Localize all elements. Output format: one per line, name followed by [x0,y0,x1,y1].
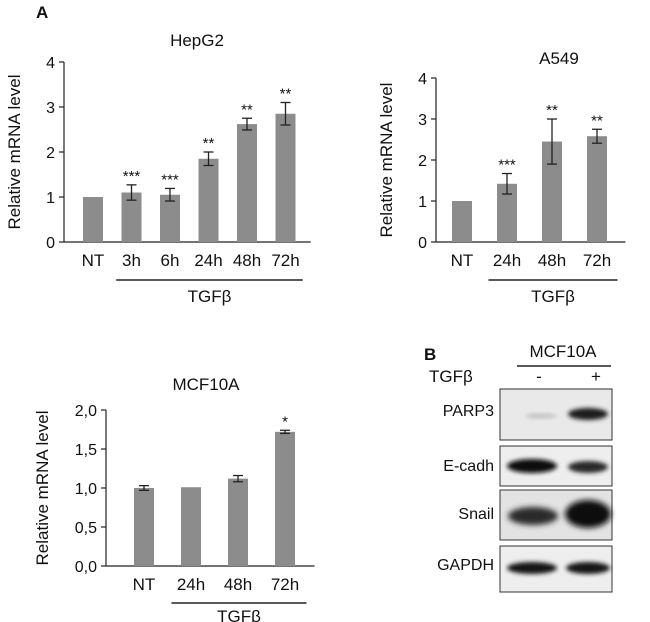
y-axis-label-mcf10a: Relative mRNA level [33,411,52,566]
band-snail-plus [565,500,611,528]
category-label-hepg2: 24h [194,251,222,270]
bar-mcf10a [134,488,154,566]
chart-title-hepg2: HepG2 [170,31,224,50]
significance-hepg2: ** [280,86,292,103]
category-label-hepg2: 3h [122,251,141,270]
significance-hepg2: *** [161,171,179,188]
y-tick-label-mcf10a: 2,0 [75,403,97,420]
bar-hepg2 [83,197,103,242]
blot-row-parp3 [499,388,613,441]
y-tick-label-hepg2: 3 [46,100,55,117]
bar-hepg2 [160,194,180,242]
category-label-a549: 24h [493,251,521,270]
blot-row-ecadh [499,445,613,487]
bar-hepg2 [275,113,296,242]
category-label-mcf10a: 72h [271,575,299,594]
bar-a549 [497,183,517,242]
group-label-a549: TGFβ [531,287,575,306]
y-tick-label-hepg2: 1 [46,190,55,207]
bar-hepg2 [237,124,257,242]
blot-lane-plus: + [591,367,601,386]
blot-cell-line: MCF10A [529,342,597,361]
category-label-hepg2: NT [82,251,105,270]
y-tick-label-mcf10a: 1,5 [75,442,97,459]
significance-hepg2: *** [123,168,141,185]
significance-a549: ** [591,112,603,129]
bar-a549 [452,201,472,242]
category-label-a549: 48h [538,251,566,270]
band-gapdh-plus [566,562,610,574]
significance-a549: *** [498,157,516,174]
blot-treatment-label: TGFβ [429,367,473,386]
category-label-hepg2: 72h [271,251,299,270]
y-tick-label-a549: 3 [418,112,427,129]
category-label-mcf10a: 48h [224,575,252,594]
y-tick-label-mcf10a: 0,5 [75,520,97,537]
y-tick-label-a549: 2 [418,153,427,170]
group-label-mcf10a: TGFβ [217,607,261,622]
bar-a549 [542,141,562,242]
bar-mcf10a [181,487,201,566]
chart-hepg2: HepG2 Relative mRNA level 0 1 2 3 4 NT *** 3h *** 6… [5,31,311,306]
chart-mcf10a: MCF10A Relative mRNA level 0,0 0,5 1,0 1,5 2,0… [33,375,315,622]
category-label-hepg2: 48h [233,251,261,270]
y-tick-label-hepg2: 4 [46,55,55,72]
blot-row-snail [499,489,613,541]
blot-row-label-ecadh: E-cadh [443,458,494,475]
category-label-a549: 72h [583,251,611,270]
blot-row-gapdh [499,545,613,593]
bar-hepg2 [198,158,219,242]
band-ecadh-minus [507,459,557,473]
y-tick-label-a549: 4 [418,71,427,88]
bar-a549 [587,136,607,242]
chart-title-mcf10a: MCF10A [172,375,240,394]
western-blot: MCF10A TGFβ - + PARP3 E-cadh Snail GAPDH [429,342,613,593]
significance-mcf10a: * [282,413,288,430]
y-axis-label-a549: Relative mRNA level [377,83,396,238]
band-parp3-plus [568,408,608,420]
category-label-a549: NT [451,251,474,270]
bar-mcf10a [275,431,295,566]
chart-a549: A549 Relative mRNA level 0 1 2 3 4 NT *** 24h ** 48… [377,49,626,306]
panel-label-b: B [424,345,436,364]
significance-hepg2: ** [203,135,215,152]
blot-row-label-snail: Snail [458,506,494,523]
y-tick-label-mcf10a: 0,0 [75,559,97,576]
y-tick-label-mcf10a: 1,0 [75,481,97,498]
y-tick-label-hepg2: 0 [46,235,55,252]
y-tick-label-a549: 1 [418,194,427,211]
category-label-mcf10a: 24h [177,575,205,594]
group-label-hepg2: TGFβ [188,287,232,306]
chart-title-a549: A549 [539,49,579,68]
y-axis-label-hepg2: Relative mRNA level [5,75,24,230]
significance-a549: ** [546,102,558,119]
blot-row-label-gapdh: GAPDH [437,557,494,574]
panel-label-a: A [36,3,48,22]
category-label-hepg2: 6h [161,251,180,270]
blot-row-label-parp3: PARP3 [443,403,494,420]
band-snail-minus [508,507,558,525]
blot-lane-minus: - [536,367,542,386]
significance-hepg2: ** [241,101,253,118]
y-tick-label-hepg2: 2 [46,145,55,162]
band-parp3-minus [525,414,557,418]
bar-hepg2 [121,192,142,242]
bar-mcf10a [228,478,248,566]
category-label-mcf10a: NT [133,575,156,594]
band-gapdh-minus [507,562,557,574]
band-ecadh-plus [568,461,608,473]
y-tick-label-a549: 0 [418,235,427,252]
